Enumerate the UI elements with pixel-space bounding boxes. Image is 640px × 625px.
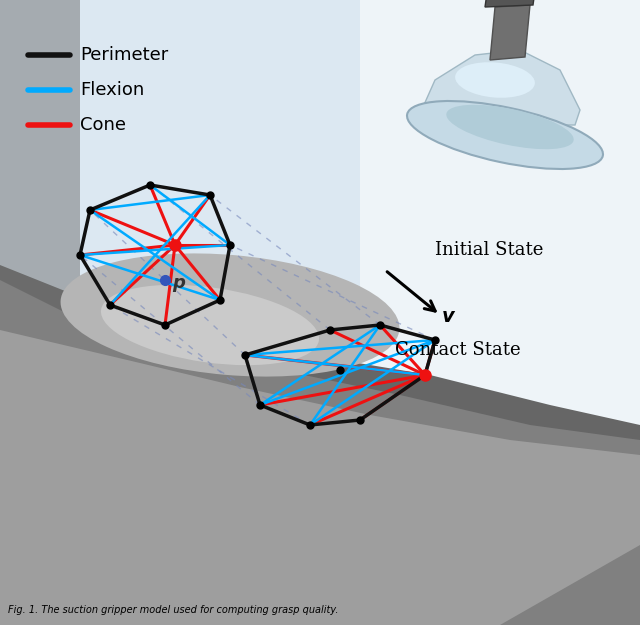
Text: p: p (172, 274, 185, 292)
Text: v: v (442, 307, 455, 326)
Ellipse shape (101, 285, 319, 365)
Polygon shape (485, 0, 537, 7)
Text: Initial State: Initial State (435, 241, 543, 259)
Polygon shape (0, 265, 640, 625)
Ellipse shape (446, 105, 573, 149)
Polygon shape (0, 280, 640, 625)
Text: Cone: Cone (80, 116, 126, 134)
Ellipse shape (407, 101, 603, 169)
Text: Fig. 1. The suction gripper model used for computing grasp quality.: Fig. 1. The suction gripper model used f… (8, 605, 339, 615)
Polygon shape (360, 0, 640, 625)
Text: Flexion: Flexion (80, 81, 144, 99)
Text: Perimeter: Perimeter (80, 46, 168, 64)
Ellipse shape (455, 62, 535, 98)
Text: Contact State: Contact State (395, 341, 520, 359)
Polygon shape (490, 5, 530, 60)
Ellipse shape (61, 253, 399, 377)
Polygon shape (0, 330, 640, 625)
Polygon shape (0, 0, 80, 625)
Polygon shape (415, 50, 580, 125)
